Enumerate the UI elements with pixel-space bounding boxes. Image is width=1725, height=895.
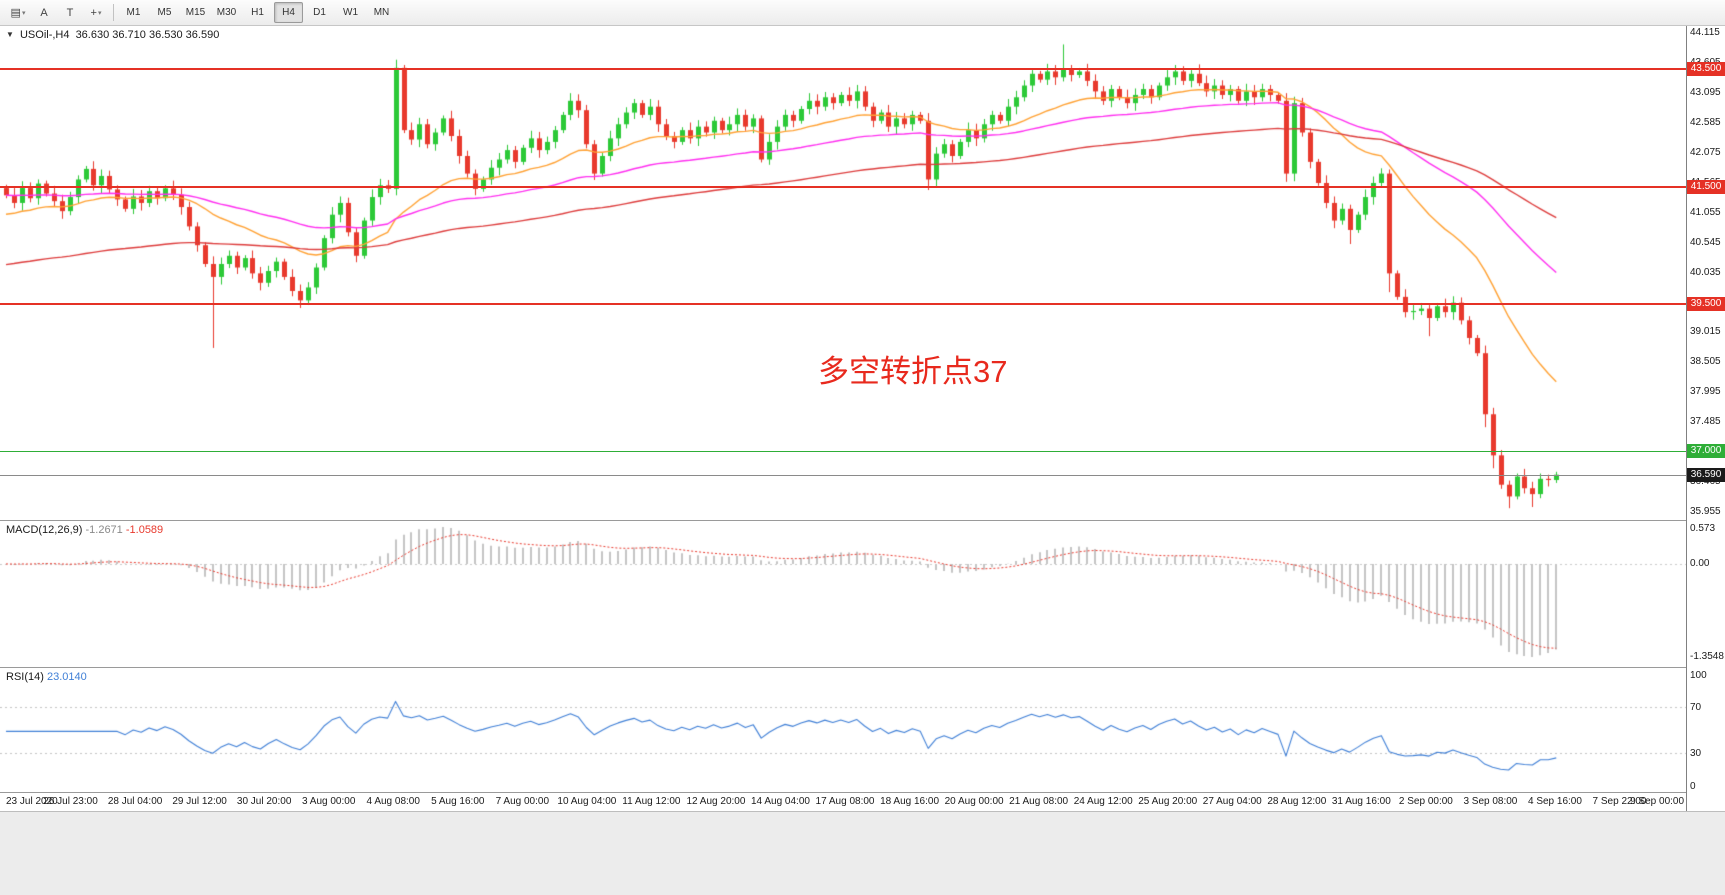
- window-bottom-strip: [0, 811, 1725, 895]
- collapse-icon[interactable]: ▼: [6, 30, 14, 39]
- ohlc-values: 36.630 36.710 36.530 36.590: [75, 29, 220, 41]
- horizontal-level-line-43.500[interactable]: [0, 68, 1686, 71]
- time-axis-label: 18 Aug 16:00: [880, 796, 940, 807]
- time-axis-label: 31 Aug 16:00: [1331, 796, 1391, 807]
- time-axis-label: 17 Aug 08:00: [815, 796, 875, 807]
- rsi-axis-label: 0: [1690, 781, 1696, 792]
- level-price-label-37.000: 37.000: [1687, 443, 1725, 458]
- rsi-canvas[interactable]: [0, 668, 1686, 792]
- toolbar-icon-group: ▤ ▾ A T + ▾: [5, 2, 109, 24]
- time-axis-label: 25 Aug 20:00: [1138, 796, 1198, 807]
- text-tool-icon[interactable]: T: [66, 6, 74, 19]
- timeframe-button-d1[interactable]: D1: [313, 7, 326, 18]
- price-tick: 42.585: [1690, 116, 1721, 128]
- symbol-period-label: USOil-,H4: [19, 29, 70, 41]
- timeframe-button-mn[interactable]: MN: [373, 7, 390, 18]
- time-axis-label: 30 Jul 20:00: [236, 796, 292, 807]
- panel-separator[interactable]: [0, 667, 1725, 668]
- time-axis-label: 20 Aug 00:00: [944, 796, 1004, 807]
- timeframe-button-w1[interactable]: W1: [343, 7, 358, 18]
- time-axis-label: 3 Aug 00:00: [301, 796, 356, 807]
- rsi-value: 23.0140: [46, 671, 87, 683]
- macd-canvas[interactable]: [0, 521, 1686, 667]
- time-axis-label: 14 Aug 04:00: [750, 796, 810, 807]
- price-tick: 39.015: [1690, 326, 1721, 338]
- timeframe-button-m15[interactable]: M15: [185, 7, 206, 18]
- price-tick: 38.505: [1690, 356, 1721, 368]
- horizontal-level-line-39.500[interactable]: [0, 302, 1686, 305]
- time-axis-label: 26 Jul 23:00: [43, 796, 98, 807]
- timeframe-button-m30[interactable]: M30: [216, 7, 237, 18]
- macd-main-value: -1.2671: [85, 524, 123, 536]
- macd-panel: MACD(12,26,9) -1.2671 -1.0589: [0, 521, 1686, 667]
- level-price-label-43.500: 43.500: [1687, 62, 1725, 77]
- main-chart-panel: ▼ USOil-,H4 36.630 36.710 36.530 36.590 …: [0, 26, 1686, 520]
- level-price-label-39.500: 39.500: [1687, 296, 1725, 311]
- chart-templates-icon[interactable]: ▤ ▾: [10, 7, 26, 19]
- time-axis-label: 12 Aug 20:00: [686, 796, 746, 807]
- time-axis[interactable]: 23 Jul 2020 26 Jul 23:00 28 Jul 04:00 29 Ju…: [0, 793, 1686, 811]
- time-axis-label: 2 Sep 00:00: [1398, 796, 1453, 807]
- price-tick: 41.055: [1690, 206, 1721, 218]
- timeframe-button-h4[interactable]: H4: [274, 2, 303, 23]
- price-tick: 40.035: [1690, 266, 1721, 278]
- horizontal-level-line-41.500[interactable]: [0, 185, 1686, 188]
- time-axis-label: 27 Aug 04:00: [1202, 796, 1262, 807]
- toolbar: ▤ ▾ A T + ▾ M1 M5 M15 M30 H1 H4 D1 W1 MN: [0, 0, 1725, 26]
- macd-label: MACD(12,26,9) -1.2671 -1.0589: [6, 524, 164, 536]
- price-tick: 42.075: [1690, 146, 1721, 158]
- panel-separator[interactable]: [0, 520, 1725, 521]
- rsi-panel: RSI(14) 23.0140: [0, 668, 1686, 792]
- timeframe-button-m1[interactable]: M1: [126, 7, 141, 18]
- timeframe-group: M1 M5 M15 M30 H1 H4 D1 W1 MN: [118, 2, 397, 23]
- horizontal-level-line-37.000[interactable]: [0, 450, 1686, 452]
- chart-header: ▼ USOil-,H4 36.630 36.710 36.530 36.590: [6, 29, 222, 41]
- price-tick: 43.095: [1690, 86, 1721, 98]
- time-axis-label: 4 Sep 16:00: [1527, 796, 1582, 807]
- macd-axis-label: 0.573: [1690, 523, 1716, 534]
- time-axis-label: 28 Aug 12:00: [1267, 796, 1327, 807]
- rsi-axis-label: 30: [1690, 748, 1702, 760]
- time-axis-label: 11 Aug 12:00: [622, 796, 681, 807]
- timeframe-button-m5[interactable]: M5: [157, 7, 172, 18]
- price-tick: 35.955: [1690, 506, 1721, 517]
- rsi-label: RSI(14) 23.0140: [6, 671, 87, 683]
- price-tick: 37.485: [1690, 416, 1721, 428]
- price-axis[interactable]: 44.11543.60543.09542.58542.07541.56541.0…: [1687, 26, 1725, 811]
- price-tick: 44.115: [1690, 27, 1720, 38]
- price-tick: 40.545: [1690, 236, 1721, 248]
- chart-area: ▼ USOil-,H4 36.630 36.710 36.530 36.590 …: [0, 26, 1725, 895]
- price-tick: 37.995: [1690, 386, 1721, 398]
- time-axis-label: 23 Jul 2020: [6, 796, 58, 807]
- time-axis-label: 10 Aug 04:00: [557, 796, 617, 807]
- time-axis-label: 21 Aug 08:00: [1009, 796, 1069, 807]
- text-annotation-icon[interactable]: A: [40, 6, 48, 19]
- time-axis-label: 9 Sep 00:00: [1630, 796, 1685, 807]
- time-axis-label: 24 Aug 12:00: [1073, 796, 1133, 807]
- current-price-label: 36.590: [1687, 467, 1725, 482]
- chart-annotation-text[interactable]: 多空转折点37: [818, 354, 1008, 389]
- rsi-axis-label: 70: [1690, 701, 1702, 713]
- time-axis-label: 29 Jul 12:00: [172, 796, 227, 807]
- time-axis-label: 4 Aug 08:00: [366, 796, 420, 807]
- time-axis-label: 28 Jul 04:00: [107, 796, 163, 807]
- main-chart-canvas[interactable]: [0, 26, 1686, 520]
- level-price-label-41.500: 41.500: [1687, 179, 1725, 194]
- crosshair-tool-icon[interactable]: + ▾: [90, 6, 102, 19]
- timeframe-button-h1[interactable]: H1: [251, 7, 264, 18]
- toolbar-separator: [113, 4, 114, 21]
- time-axis-label: 7 Aug 00:00: [495, 796, 550, 807]
- time-axis-label: 7 Sep 22:00: [1592, 796, 1647, 807]
- panel-separator: [0, 792, 1725, 793]
- macd-signal-value: -1.0589: [125, 524, 164, 536]
- price-axis-border: [1686, 26, 1687, 811]
- macd-axis-label: 0.00: [1690, 557, 1710, 569]
- macd-axis-label: -1.3548: [1690, 651, 1724, 662]
- rsi-axis-label: 100: [1690, 670, 1707, 681]
- time-axis-label: 5 Aug 16:00: [431, 796, 485, 807]
- time-axis-label: 3 Sep 08:00: [1463, 796, 1518, 807]
- current-price-line: [0, 475, 1686, 476]
